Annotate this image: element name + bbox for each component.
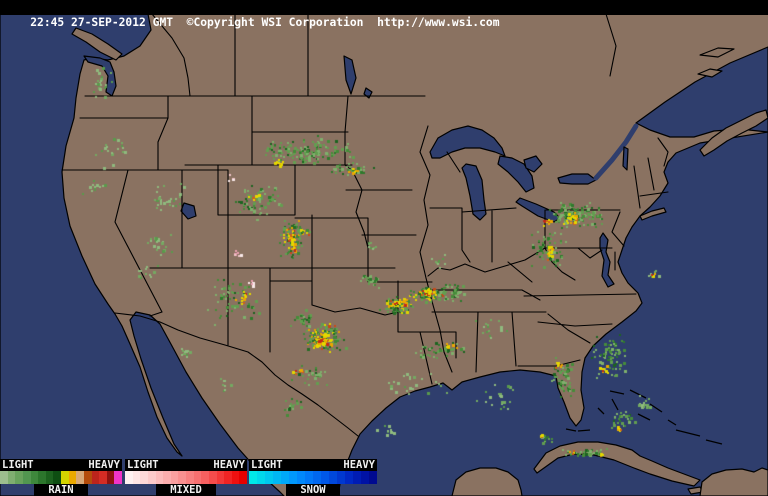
header-bar: 22:45 27-SEP-2012 GMT ©Copyright WSI Cor… <box>0 0 768 29</box>
header-title: 22:45 27-SEP-2012 GMT ©Copyright WSI Cor… <box>30 16 500 29</box>
